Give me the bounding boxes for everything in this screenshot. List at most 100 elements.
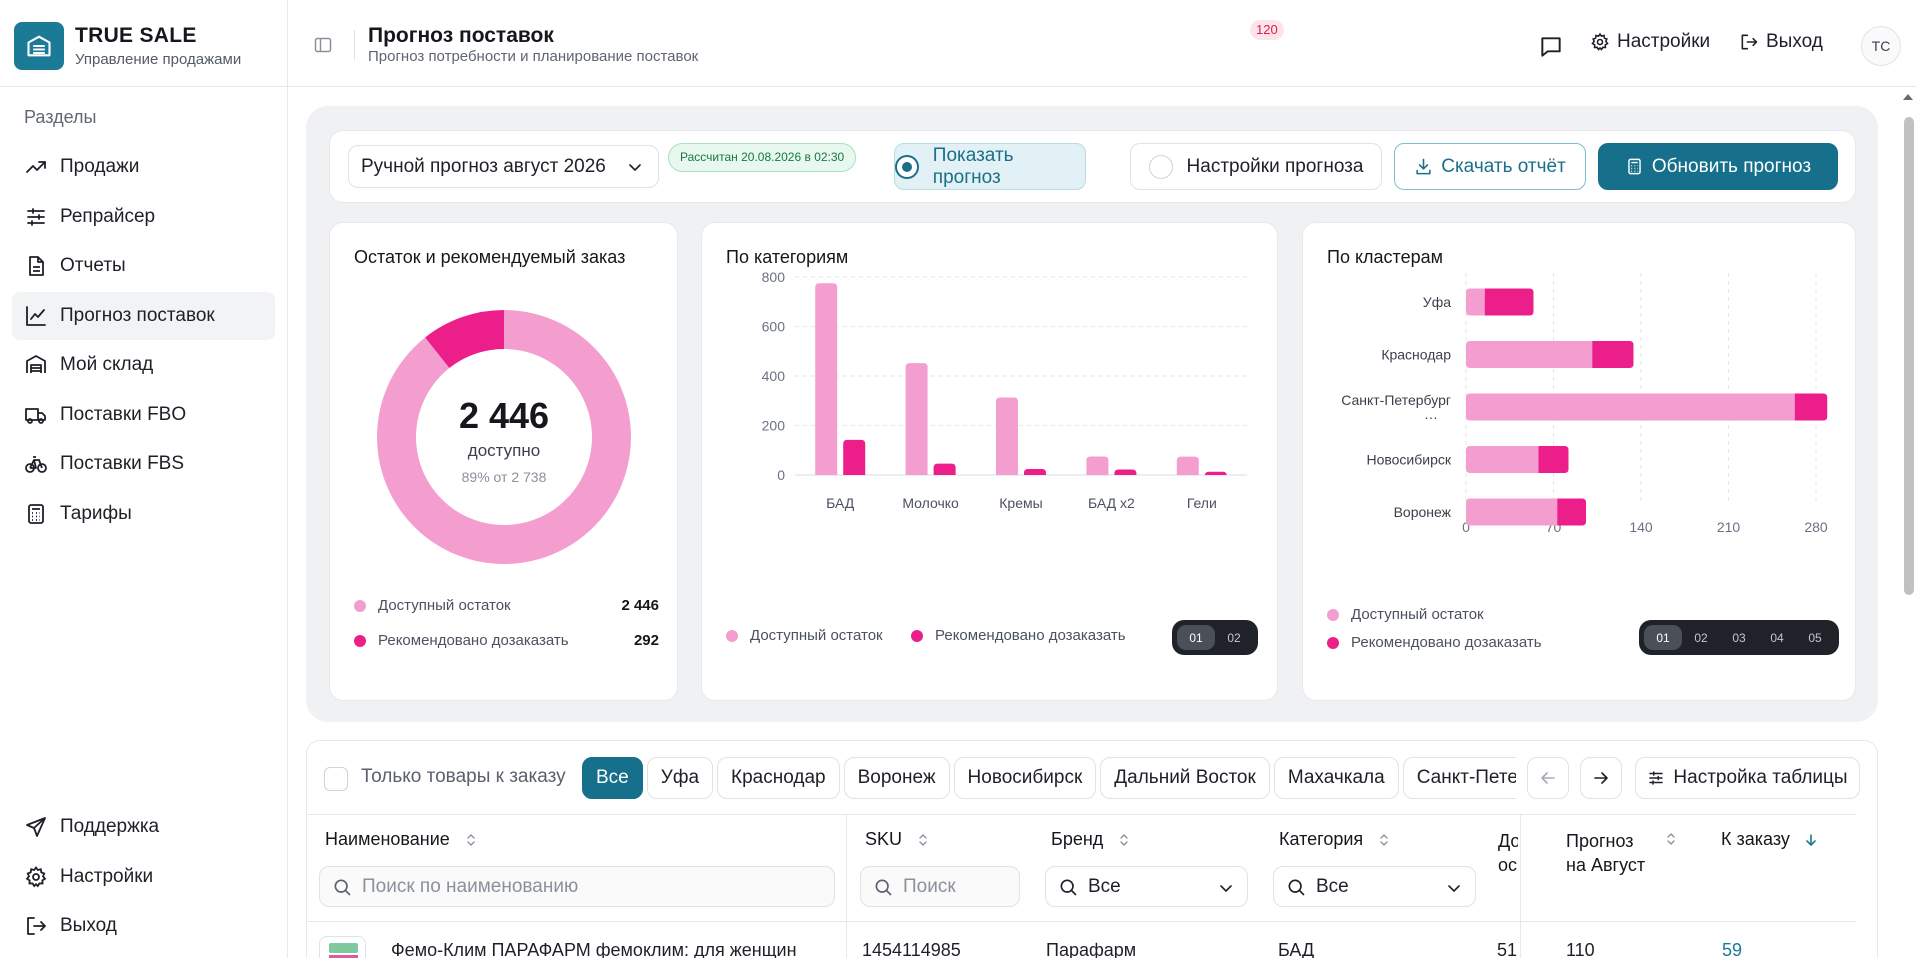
page-button[interactable]: 01	[1644, 625, 1682, 650]
brand[interactable]: TRUE SALE Управление продажами	[14, 22, 241, 70]
bar-available[interactable]	[996, 397, 1018, 475]
scroll-up-icon[interactable]	[1903, 94, 1913, 100]
bar-reorder[interactable]	[1557, 498, 1586, 526]
sidebar-item-fbs[interactable]: Поставки FBS	[12, 440, 275, 488]
notification-badge: 120	[1250, 20, 1284, 40]
page-button[interactable]: 01	[1177, 625, 1215, 650]
chip-spb[interactable]: Санкт-Петербург	[1402, 757, 1516, 799]
bar-reorder[interactable]	[1592, 341, 1634, 368]
scrollbar-thumb[interactable]	[1904, 117, 1914, 595]
card-title: Остаток и рекомендуемый заказ	[354, 247, 626, 267]
category-filter-select[interactable]: Все	[1273, 866, 1476, 907]
column-header-brand[interactable]: Бренд	[1051, 829, 1131, 850]
chip-all[interactable]: Все	[582, 757, 643, 799]
column-header-category[interactable]: Категория	[1279, 829, 1391, 850]
bar-available[interactable]	[1466, 446, 1539, 473]
chips-next-button[interactable]	[1580, 757, 1622, 799]
forecast-select[interactable]: Ручной прогноз август 2026	[348, 145, 659, 188]
bar-available[interactable]	[905, 363, 928, 475]
chip-krasnodar[interactable]: Краснодар	[717, 757, 840, 799]
bar-reorder[interactable]	[843, 439, 866, 475]
download-report-button[interactable]: Скачать отчёт	[1394, 143, 1586, 190]
sidebar-item-tariffs[interactable]: Тарифы	[12, 490, 275, 538]
logout-button[interactable]: Выход	[1739, 31, 1823, 53]
sidebar-item-sales[interactable]: Продажи	[12, 143, 275, 191]
brand-filter-value: Все	[1088, 875, 1121, 897]
calculated-badge: Рассчитан 20.08.2026 в 02:30	[668, 143, 857, 172]
only-to-order-checkbox[interactable]	[324, 767, 348, 791]
table-settings-button[interactable]: Настройка таблицы	[1635, 757, 1860, 799]
calculator-icon	[1628, 158, 1641, 175]
column-header-name[interactable]: Наименование	[325, 829, 478, 850]
sku-search-input[interactable]: Поиск	[860, 866, 1020, 907]
sidebar-item-warehouse[interactable]: Мой склад	[12, 341, 275, 389]
chips-prev-button[interactable]	[1527, 757, 1569, 799]
sidebar-item-support[interactable]: Поддержка	[12, 803, 275, 851]
sidebar-item-settings[interactable]: Настройки	[12, 853, 275, 901]
settings-label: Настройки	[1617, 31, 1711, 52]
sidebar-item-repricer[interactable]: Репрайсер	[12, 193, 275, 241]
column-header-stock[interactable]: До ос	[1498, 829, 1518, 877]
sort-icon[interactable]	[1664, 832, 1678, 846]
column-header-to-order[interactable]: К заказу	[1721, 829, 1818, 850]
bar-available[interactable]	[1466, 341, 1593, 368]
product-name-cell[interactable]: Фемо-Клим ПАРАФАРМ фемоклим: для женщин	[391, 940, 797, 958]
table-header-divider	[306, 814, 1856, 815]
avatar[interactable]: TC	[1861, 26, 1901, 66]
bar-reorder[interactable]	[1114, 469, 1137, 475]
legend-reorder: Рекомендовано дозаказать	[911, 627, 1126, 644]
bar-available[interactable]	[1466, 393, 1795, 421]
show-forecast-radio[interactable]: Показать прогноз	[894, 143, 1086, 190]
column-header-forecast[interactable]: Прогноз на Август	[1566, 829, 1645, 877]
forecast-settings-radio[interactable]: Настройки прогноза	[1130, 143, 1382, 190]
name-search-input[interactable]: Поиск по наименованию	[319, 866, 835, 907]
chevron-down-icon	[1448, 885, 1460, 892]
x-tick-label: Кремы	[999, 495, 1042, 511]
radio-unchecked-icon	[1148, 154, 1173, 179]
bar-available[interactable]	[1466, 288, 1485, 316]
bar-available[interactable]	[1086, 456, 1109, 475]
legend-available: Доступный остаток	[1327, 606, 1484, 623]
page-button[interactable]: 02	[1227, 630, 1241, 645]
bar-reorder[interactable]	[933, 463, 956, 475]
donut-slice-reorder[interactable]	[425, 310, 504, 369]
column-header-sku[interactable]: SKU	[865, 829, 930, 850]
legend-label: Рекомендовано дозаказать	[378, 632, 569, 649]
donut-slice-available[interactable]	[377, 310, 631, 564]
bar-reorder[interactable]	[1484, 288, 1534, 316]
page-button[interactable]: 04	[1770, 630, 1784, 645]
sidebar-item-forecast[interactable]: Прогноз поставок	[12, 291, 275, 340]
bar-available[interactable]	[1466, 498, 1558, 526]
update-forecast-button[interactable]: Обновить прогноз	[1598, 143, 1838, 190]
x-tick-label: 210	[1717, 519, 1741, 535]
chip-far-east[interactable]: Дальний Восток	[1100, 757, 1270, 799]
bar-reorder[interactable]	[1538, 446, 1569, 473]
settings-button[interactable]: Настройки	[1590, 31, 1710, 53]
chip-ufa[interactable]: Уфа	[646, 757, 714, 799]
bar-reorder[interactable]	[1794, 393, 1828, 421]
page-button[interactable]: 05	[1808, 630, 1822, 645]
sidebar-item-reports[interactable]: Отчеты	[12, 242, 275, 290]
sidebar-item-logout[interactable]: Выход	[12, 902, 275, 950]
legend-dot	[1327, 608, 1339, 621]
page-button[interactable]: 03	[1732, 630, 1746, 645]
table-settings-label: Настройка таблицы	[1673, 767, 1848, 788]
y-tick-label: 600	[762, 319, 786, 335]
search-icon	[1060, 879, 1077, 895]
brand-filter-select[interactable]: Все	[1045, 866, 1248, 907]
radio-checked-icon	[895, 154, 919, 179]
chip-makhachkala[interactable]: Махачкала	[1273, 757, 1399, 799]
sidebar-toggle-icon[interactable]	[314, 36, 332, 54]
to-order-cell[interactable]: 59	[1722, 940, 1743, 958]
bar-available[interactable]	[1176, 456, 1199, 475]
chip-voronezh[interactable]: Воронеж	[843, 757, 950, 799]
bar-reorder[interactable]	[1204, 471, 1227, 476]
sidebar-item-label: Настройки	[60, 865, 154, 887]
message-icon[interactable]	[1538, 34, 1564, 60]
bar-reorder[interactable]	[1024, 469, 1046, 475]
bar-available[interactable]	[815, 283, 838, 475]
chip-novosibirsk[interactable]: Новосибирск	[953, 757, 1097, 799]
page-button[interactable]: 02	[1694, 630, 1708, 645]
sliders-icon	[27, 207, 45, 226]
sidebar-item-fbo[interactable]: Поставки FBO	[12, 391, 275, 439]
